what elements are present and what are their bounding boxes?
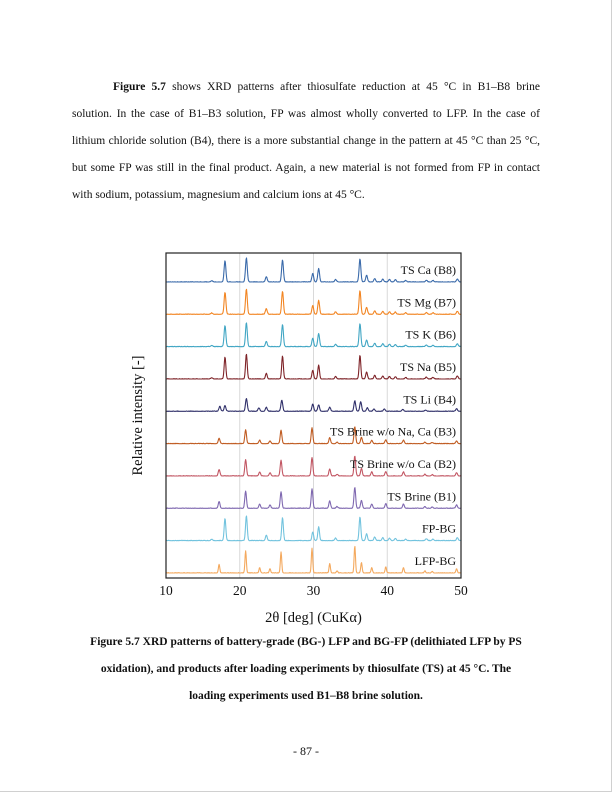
caption-line: oxidation), and products after loading e… (100, 663, 512, 675)
body-line: Figure 5.7 shows XRD patterns after thio… (113, 81, 540, 93)
xrd-trace (165, 455, 462, 477)
body-line: but some FP was still in the final produ… (72, 162, 540, 174)
series-label: TS Mg (B7) (397, 295, 456, 309)
series-label: TS Ca (B8) (401, 263, 456, 277)
xrd-trace (165, 487, 462, 509)
series-label: LFP-BG (415, 554, 457, 568)
series-label: TS Brine (B1) (387, 489, 456, 503)
xrd-trace (165, 322, 462, 348)
plot-frame (165, 252, 462, 579)
xrd-trace (165, 545, 461, 574)
series-label: TS Brine w/o Ca (B2) (350, 457, 456, 471)
xrd-trace (165, 426, 461, 445)
caption-line: Figure 5.7 XRD patterns of battery-grade… (90, 636, 522, 648)
x-tick-label: 50 (454, 583, 468, 598)
x-tick-label: 20 (233, 583, 247, 598)
x-tick-label: 40 (381, 583, 395, 598)
figure-caption: Figure 5.7 XRD patterns of battery-grade… (66, 629, 546, 710)
xrd-trace (165, 398, 461, 412)
body-line: lithium chloride solution (B4), there is… (72, 135, 540, 147)
x-tick-label: 10 (159, 583, 173, 598)
series-label: TS Brine w/o Na, Ca (B3) (330, 425, 456, 439)
x-tick-label: 30 (307, 583, 321, 598)
xrd-chart: TS Ca (B8) TS Mg (B7) TS K (B6) TS Na (B5) T… (130, 252, 468, 626)
xrd-trace (165, 288, 461, 315)
y-axis-title: Relative intensity [-] (130, 356, 146, 476)
series-label: TS Na (B5) (400, 360, 456, 374)
x-axis-title: 2θ [deg] (CuKα) (265, 610, 362, 626)
xrd-trace (165, 257, 461, 283)
series-label: FP-BG (422, 522, 456, 536)
series-label: TS K (B6) (405, 328, 456, 342)
xrd-trace (165, 353, 461, 380)
body-line: with sodium, potassium, magnesium and ca… (72, 189, 365, 201)
page-number: - 87 - (293, 744, 319, 758)
xrd-trace (165, 515, 461, 542)
series-label: TS Li (B4) (403, 392, 456, 406)
body-line: solution. In the case of B1–B3 solution,… (72, 108, 540, 120)
xrd-figure: TS Ca (B8) TS Mg (B7) TS K (B6) TS Na (B5) T… (128, 242, 528, 634)
caption-line: loading experiments used B1–B8 brine sol… (189, 690, 423, 702)
body-paragraph: Figure 5.7 shows XRD patterns after thio… (72, 74, 540, 209)
